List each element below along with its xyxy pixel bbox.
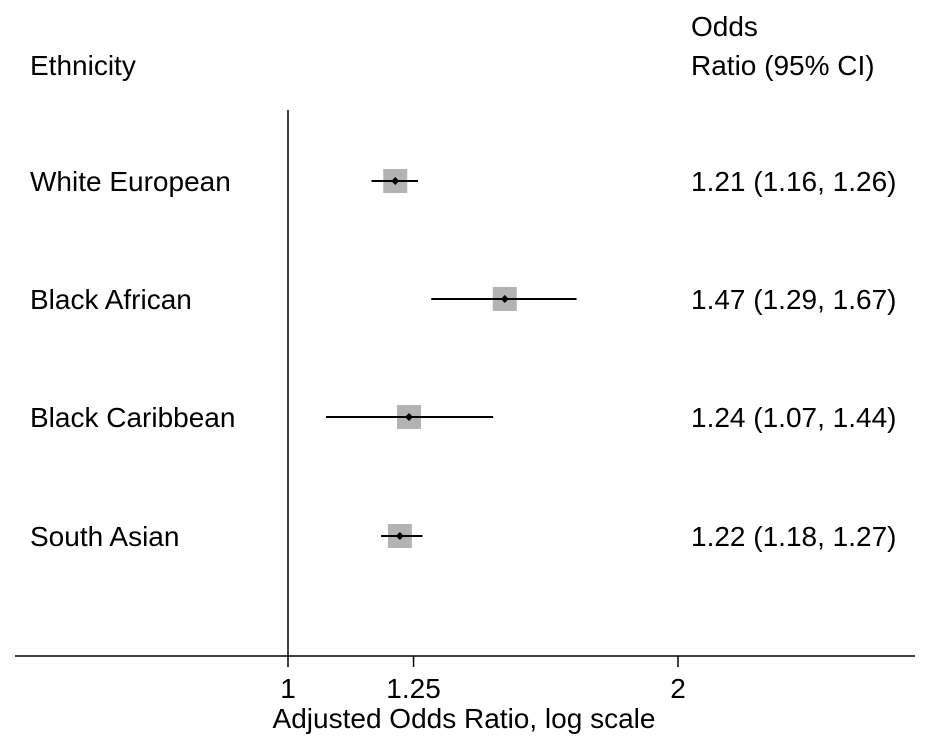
x-axis-label: Adjusted Odds Ratio, log scale: [273, 703, 656, 734]
point-estimate: [391, 177, 400, 185]
x-axis-ticks: 1 1.25 2: [280, 656, 686, 704]
forest-row: White European 1.21 (1.16, 1.26): [30, 166, 896, 197]
forest-row: Black African 1.47 (1.29, 1.67): [30, 284, 896, 315]
x-tick-label: 1: [280, 673, 296, 704]
column-header-odds-line2: Ratio (95% CI): [691, 50, 875, 81]
x-tick-label: 1.25: [386, 673, 441, 704]
odds-ratio-text: 1.21 (1.16, 1.26): [691, 166, 896, 197]
forest-row: Black Caribbean 1.24 (1.07, 1.44): [30, 402, 896, 433]
odds-ratio-text: 1.22 (1.18, 1.27): [691, 521, 896, 552]
forest-row: South Asian 1.22 (1.18, 1.27): [30, 521, 896, 552]
column-header-ethnicity: Ethnicity: [30, 50, 136, 81]
point-estimate: [500, 295, 509, 303]
forest-rows: White European 1.21 (1.16, 1.26) Black Afr…: [30, 166, 896, 552]
x-tick-label: 2: [670, 673, 686, 704]
row-label: White European: [30, 166, 231, 197]
row-label: Black African: [30, 284, 192, 315]
point-estimate: [395, 532, 404, 540]
column-header-odds-line1: Odds: [691, 11, 758, 42]
row-label: Black Caribbean: [30, 402, 235, 433]
point-estimate: [405, 413, 414, 421]
odds-ratio-text: 1.47 (1.29, 1.67): [691, 284, 896, 315]
odds-ratio-text: 1.24 (1.07, 1.44): [691, 402, 896, 433]
row-label: South Asian: [30, 521, 179, 552]
